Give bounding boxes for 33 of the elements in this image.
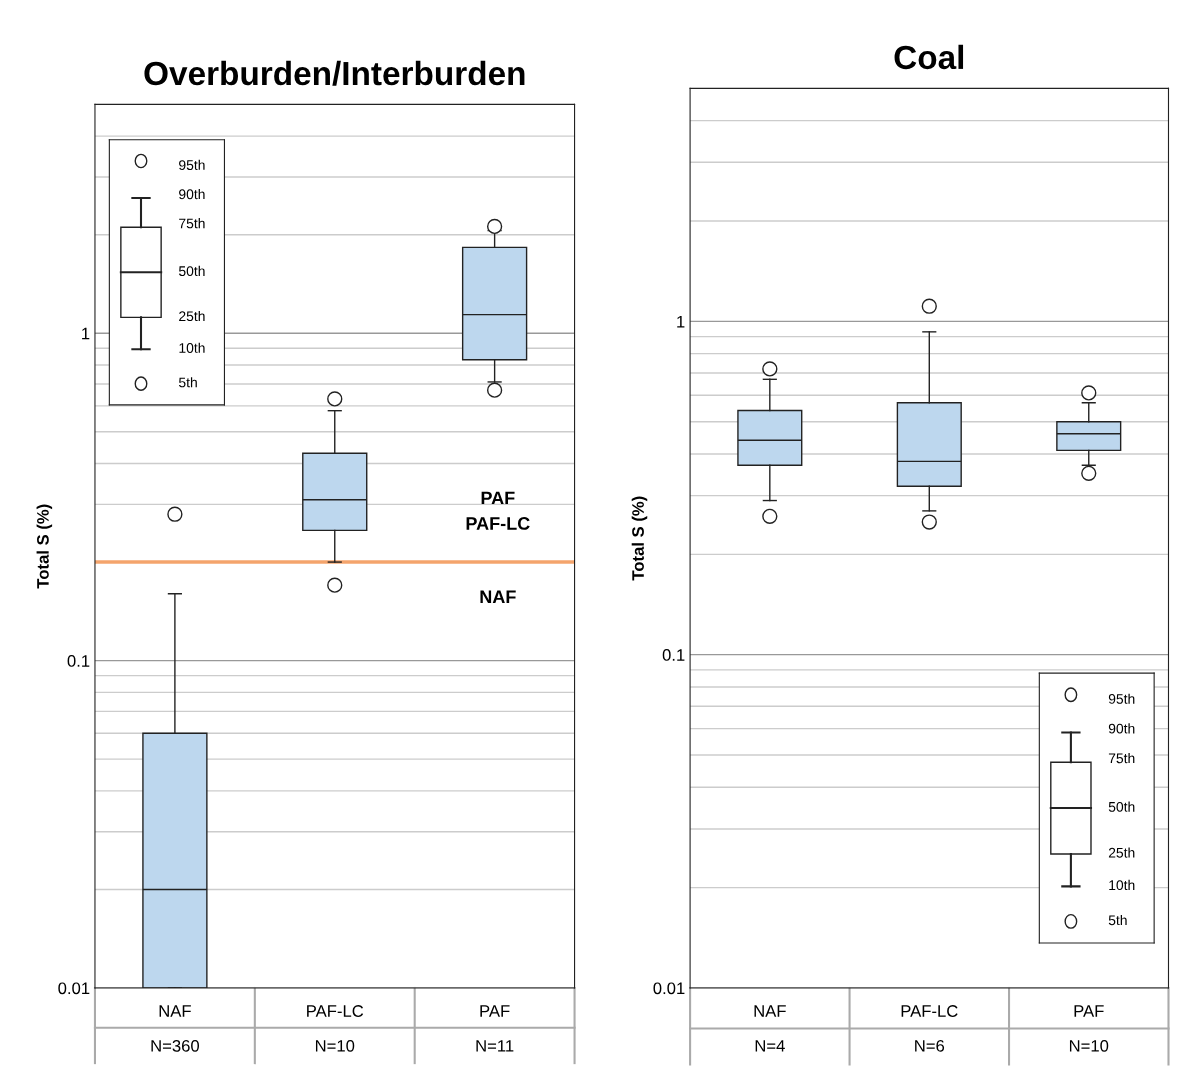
annotation: 50th xyxy=(178,265,205,277)
category-label: PAF-LC N=10 xyxy=(307,1005,364,1052)
annotation: 10th xyxy=(179,342,205,353)
y-tick-label: 0.1 xyxy=(67,655,90,667)
annotation: 5th xyxy=(1108,914,1127,926)
annotation: 5th xyxy=(178,377,197,388)
annotation: NAF xyxy=(480,590,516,604)
chart-title: Coal xyxy=(894,44,964,70)
annotation: 25th xyxy=(179,310,205,322)
y-tick-label: 1 xyxy=(82,327,90,340)
annotation: PAF-LC xyxy=(466,517,530,530)
annotation: 10th xyxy=(1109,879,1135,891)
annotation: 50th xyxy=(1108,801,1135,812)
annotation: PAF xyxy=(481,491,515,505)
category-label: PAF-LC N=6 xyxy=(901,1005,958,1052)
annotation: 90th xyxy=(179,188,205,200)
annotation: 75th xyxy=(179,218,205,229)
chart-title: Overburden/Interburden xyxy=(144,60,525,86)
category-label: NAF N=4 xyxy=(754,1005,786,1052)
y-tick-label: 1 xyxy=(677,315,685,328)
y-tick-label: 0.01 xyxy=(58,982,90,995)
annotation: 90th xyxy=(1108,723,1135,734)
annotation: 95th xyxy=(179,159,205,170)
y-tick-label: 0.01 xyxy=(653,982,685,995)
y-axis-title: Total S (%) xyxy=(631,496,648,581)
annotation: 25th xyxy=(1108,847,1135,858)
category-label: PAF N=10 xyxy=(1069,1005,1109,1052)
annotation: 95th xyxy=(1108,693,1135,704)
category-label: PAF N=11 xyxy=(476,1005,514,1052)
category-label: NAF N=360 xyxy=(151,1005,200,1052)
y-tick-label: 0.1 xyxy=(662,649,685,661)
annotation: 75th xyxy=(1108,753,1135,764)
y-axis-title: Total S (%) xyxy=(36,504,53,589)
